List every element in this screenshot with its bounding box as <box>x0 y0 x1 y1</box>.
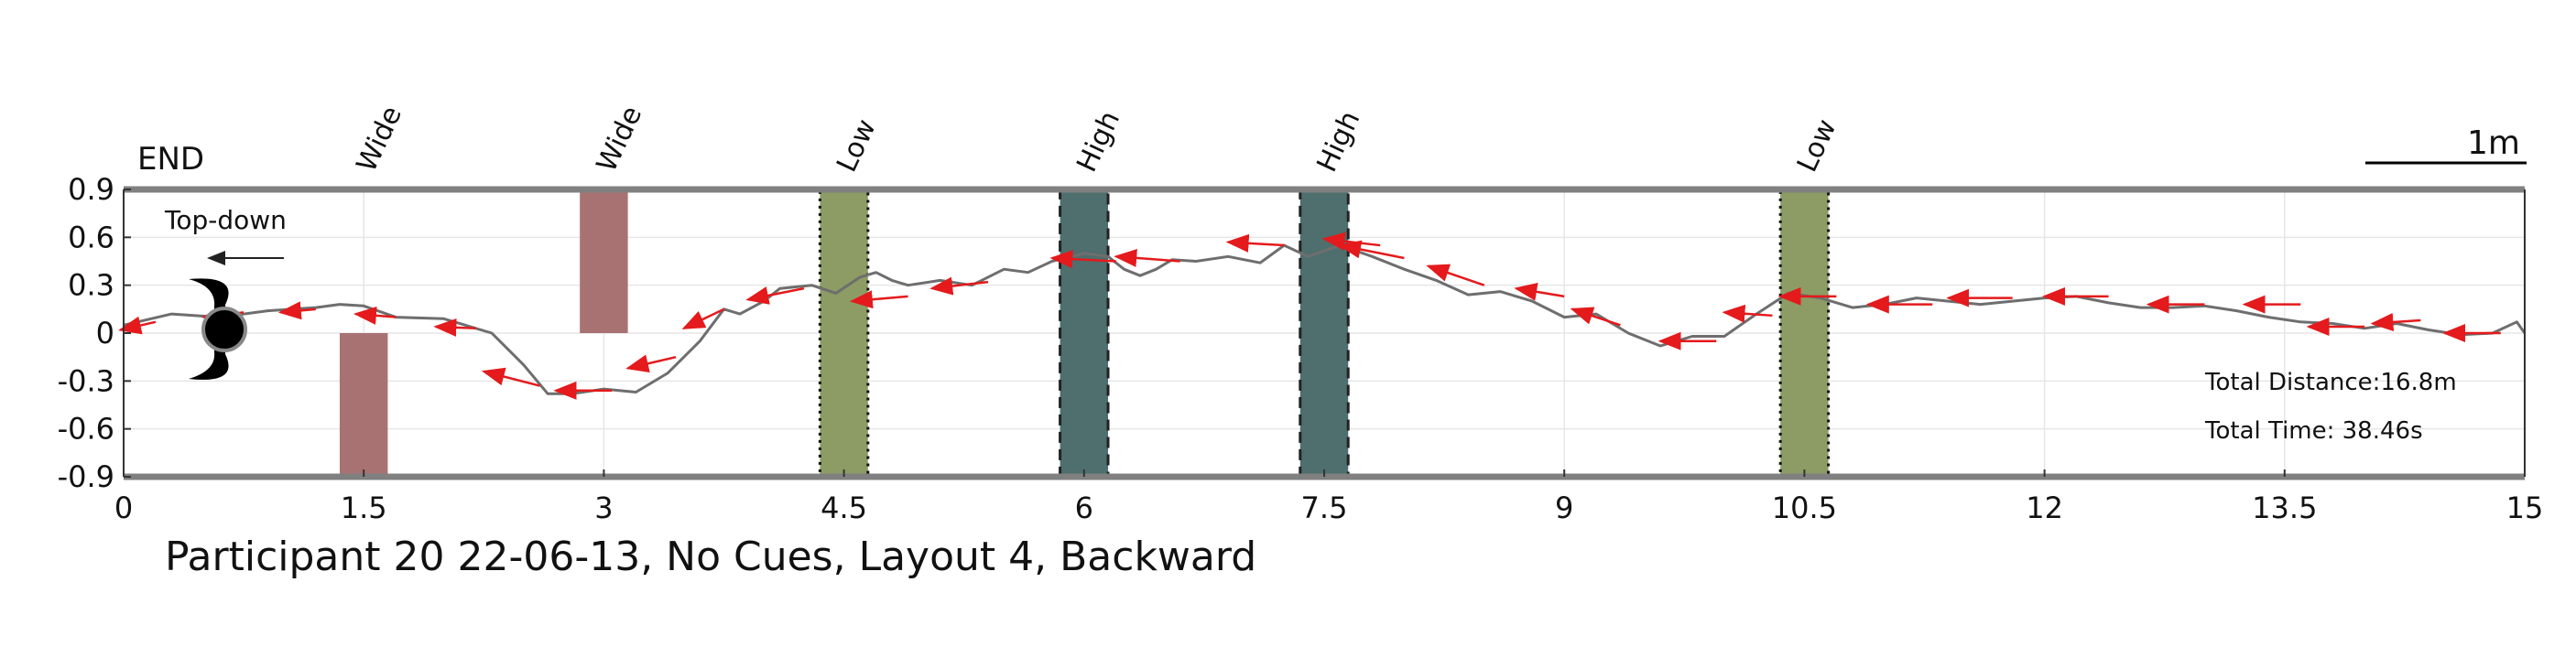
y-tick-label: -0.3 <box>58 363 114 398</box>
top-down-indicator: Top-down <box>164 205 287 265</box>
trajectory <box>123 243 2527 395</box>
heading-arrow <box>2370 313 2421 332</box>
heading-arrow <box>1570 307 1621 327</box>
total-distance: Total Distance:16.8m <box>2204 369 2457 396</box>
x-tick-label: 6 <box>1075 491 1093 525</box>
heading-arrows <box>118 232 2501 400</box>
x-tick-label: 3 <box>594 491 613 525</box>
x-tick-label: 9 <box>1555 491 1573 525</box>
heading-arrow <box>118 316 157 335</box>
obstacle-wide <box>339 333 388 477</box>
heading-arrow <box>353 306 397 325</box>
obstacle-label: Wide <box>351 102 408 178</box>
obstacle-label: Low <box>831 114 883 177</box>
y-tick-label: -0.9 <box>58 459 114 494</box>
heading-arrow <box>745 286 805 305</box>
heading-arrow <box>277 301 316 320</box>
x-tick-label: 4.5 <box>821 491 867 525</box>
heading-arrow <box>481 367 540 387</box>
obstacle-label: Wide <box>591 102 648 178</box>
scale-label: 1m <box>2467 124 2520 162</box>
heading-arrow <box>1225 233 1285 253</box>
obstacle-label: Low <box>1791 114 1843 177</box>
heading-arrow <box>929 276 989 296</box>
walker-icon <box>189 278 247 380</box>
obstacle-high <box>1059 188 1110 479</box>
obstacle-label: High <box>1071 106 1126 177</box>
trajectory-line <box>123 243 2527 395</box>
obstacle-low <box>1778 188 1831 479</box>
obstacle-high <box>1299 188 1350 479</box>
heading-arrow <box>625 354 677 373</box>
heading-arrow <box>1049 250 1116 269</box>
x-tick-label: 13.5 <box>2252 491 2317 525</box>
x-tick-label: 7.5 <box>1301 491 1348 525</box>
y-tick-label: 0.3 <box>68 268 114 303</box>
heading-arrow <box>433 318 476 337</box>
heading-arrow <box>1338 240 1405 260</box>
y-tick-label: -0.6 <box>58 412 114 447</box>
obstacle-label: High <box>1311 106 1367 177</box>
x-tick-label: 15 <box>2506 491 2544 525</box>
heading-arrow <box>1114 248 1180 267</box>
y-tick-label: 0.6 <box>68 220 114 254</box>
x-tick-label: 12 <box>2026 491 2063 525</box>
scale-bar: 1m <box>2365 124 2527 165</box>
x-tick-label: 0 <box>114 491 133 525</box>
obstacles: Wide Wide Low High High Low <box>339 102 1843 479</box>
heading-arrow <box>681 307 725 329</box>
total-time: Total Time: 38.46s <box>2204 417 2423 445</box>
heading-arrow <box>1722 304 1773 323</box>
axes: 0 1.5 3 4.5 6 7.5 9 10.5 12 13.5 15 0.9 0.6 0.3 0 -0.3 -… <box>58 172 2544 525</box>
heading-arrow <box>1514 282 1565 301</box>
end-label: END <box>137 141 204 178</box>
obstacle-low <box>818 188 870 479</box>
heading-arrow <box>849 290 908 309</box>
y-tick-label: 0 <box>96 316 114 350</box>
chart-title: Participant 20 22-06-13, No Cues, Layout… <box>165 534 1256 580</box>
heading-arrow <box>1426 264 1485 286</box>
y-tick-label: 0.9 <box>68 172 114 207</box>
obstacle-wide <box>580 189 628 333</box>
x-tick-label: 1.5 <box>341 491 387 525</box>
x-tick-label: 10.5 <box>1772 491 1837 525</box>
top-down-label: Top-down <box>164 205 287 235</box>
